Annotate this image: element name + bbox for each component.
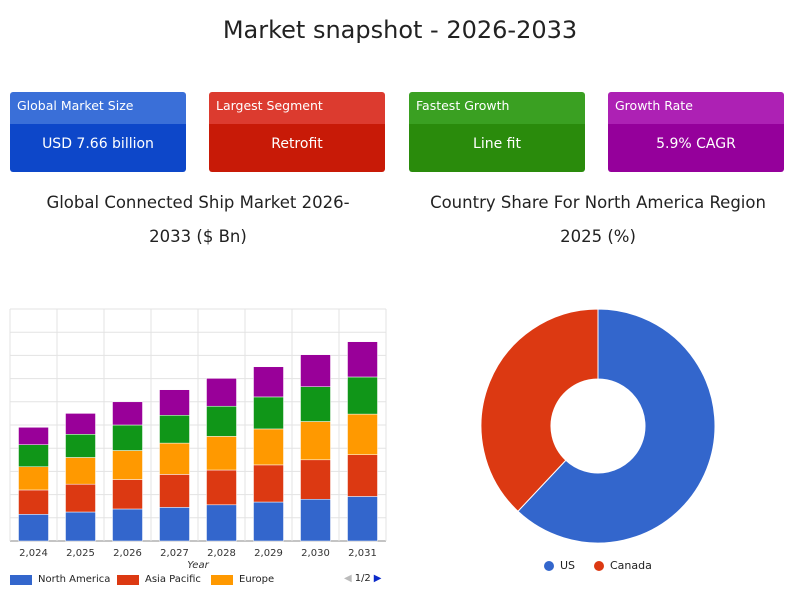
bar-segment[interactable]: [300, 498, 331, 542]
bar-segment[interactable]: [18, 444, 49, 468]
bar-chart-title-line1: Global Connected Ship Market 2026-: [46, 193, 350, 212]
bar-segment[interactable]: [159, 507, 190, 542]
pie-legend-us: US: [544, 559, 575, 572]
x-tick-label: 2,024: [19, 548, 48, 559]
kpi-card-value: 5.9% CAGR: [608, 124, 784, 172]
bar-segment[interactable]: [253, 428, 284, 466]
bar-segment[interactable]: [347, 496, 378, 542]
kpi-card-market-size: Global Market Size USD 7.66 billion: [10, 92, 186, 172]
legend-next-icon[interactable]: ▶: [373, 573, 382, 584]
bar-segment[interactable]: [206, 436, 237, 471]
bar-segment[interactable]: [18, 514, 49, 542]
legend-item[interactable]: Europe: [211, 574, 274, 585]
bar-segment[interactable]: [159, 442, 190, 475]
bar-segment[interactable]: [253, 501, 284, 542]
legend-swatch-us: [544, 560, 554, 571]
bar-segment[interactable]: [112, 479, 143, 510]
page-title: Market snapshot - 2026-2033: [222, 16, 578, 44]
bar-segment[interactable]: [112, 508, 143, 542]
donut-slice-us[interactable]: [517, 308, 716, 544]
kpi-card-value: USD 7.66 billion: [10, 124, 186, 172]
bar-segment[interactable]: [18, 489, 49, 515]
x-tick-label: 2,026: [113, 548, 142, 559]
bar-segment[interactable]: [18, 466, 49, 491]
legend-label-canada: Canada: [610, 559, 652, 572]
stacked-bar-chart: 2,024 2,025 2,026 2,027 2,028 2,029 2,030 2,031…: [9, 308, 387, 571]
legend-swatch-canada: [594, 560, 604, 571]
bar-segment[interactable]: [347, 341, 378, 378]
kpi-card-value: Line fit: [409, 124, 585, 172]
x-tick-label: 2,027: [160, 548, 189, 559]
bar-segment[interactable]: [206, 378, 237, 407]
bar-segment[interactable]: [300, 386, 331, 422]
legend-prev-icon[interactable]: ◀: [344, 573, 352, 584]
bar-segment[interactable]: [159, 474, 190, 508]
bar-segment[interactable]: [300, 421, 331, 461]
x-axis-label: Year: [187, 560, 209, 571]
kpi-card-value: Retrofit: [209, 124, 385, 172]
kpi-card-label: Fastest Growth: [409, 92, 585, 124]
x-tick-label: 2,028: [207, 548, 236, 559]
bar-segment[interactable]: [65, 413, 96, 435]
bar-segment[interactable]: [253, 396, 284, 430]
legend-label-us: US: [560, 559, 576, 572]
legend-label: Asia Pacific: [145, 574, 201, 585]
kpi-card-fastest-growth: Fastest Growth Line fit: [409, 92, 585, 172]
bar-segment[interactable]: [159, 389, 190, 416]
x-tick-label: 2,025: [66, 548, 95, 559]
bar-segment[interactable]: [112, 450, 143, 480]
bar-segment[interactable]: [347, 376, 378, 415]
kpi-card-label: Global Market Size: [10, 92, 186, 124]
kpi-card-label: Growth Rate: [608, 92, 784, 124]
x-tick-label: 2,030: [301, 548, 330, 559]
legend-swatch: [117, 574, 139, 585]
bar-segment[interactable]: [65, 457, 96, 485]
x-tick-label: 2,031: [348, 548, 377, 559]
bar-segment[interactable]: [253, 366, 284, 398]
pie-chart-title-line1: Country Share For North America Region: [430, 193, 766, 212]
bar-segment[interactable]: [300, 354, 331, 387]
legend-label: Europe: [239, 574, 275, 585]
bar-chart-title-line2: 2033 ($ Bn): [149, 227, 247, 246]
pie-legend-canada: Canada: [594, 559, 652, 572]
bar-segment[interactable]: [206, 405, 237, 437]
bar-chart-title: Global Connected Ship Market 2026- 2033 …: [10, 186, 386, 254]
bar-segment[interactable]: [18, 427, 49, 445]
bar-segment[interactable]: [65, 511, 96, 542]
bar-segment[interactable]: [347, 413, 378, 455]
bar-segment[interactable]: [253, 464, 284, 503]
pie-chart-title: Country Share For North America Region 2…: [410, 186, 786, 254]
legend-item[interactable]: North America: [10, 574, 110, 585]
bar-segment[interactable]: [65, 483, 96, 513]
bar-segment[interactable]: [112, 401, 143, 426]
donut-slice-canada[interactable]: [480, 308, 599, 512]
legend-item[interactable]: Asia Pacific: [117, 574, 201, 585]
legend-page-indicator: 1/2: [354, 573, 371, 584]
legend-swatch: [10, 574, 32, 585]
legend-pager: ◀ 1/2 ▶: [344, 573, 382, 584]
bar-segment[interactable]: [159, 415, 190, 444]
bar-segment[interactable]: [347, 454, 378, 497]
bar-segment[interactable]: [206, 504, 237, 542]
bar-segment[interactable]: [112, 424, 143, 451]
x-tick-label: 2,029: [254, 548, 283, 559]
kpi-card-largest-segment: Largest Segment Retrofit: [209, 92, 385, 172]
pie-chart-title-line2: 2025 (%): [560, 227, 636, 246]
bar-segment[interactable]: [300, 459, 331, 500]
bar-segment[interactable]: [65, 434, 96, 458]
legend-label: North America: [38, 574, 111, 585]
legend-swatch: [211, 574, 233, 585]
bar-segment[interactable]: [206, 469, 237, 506]
kpi-card-label: Largest Segment: [209, 92, 385, 124]
kpi-card-growth-rate: Growth Rate 5.9% CAGR: [608, 92, 784, 172]
